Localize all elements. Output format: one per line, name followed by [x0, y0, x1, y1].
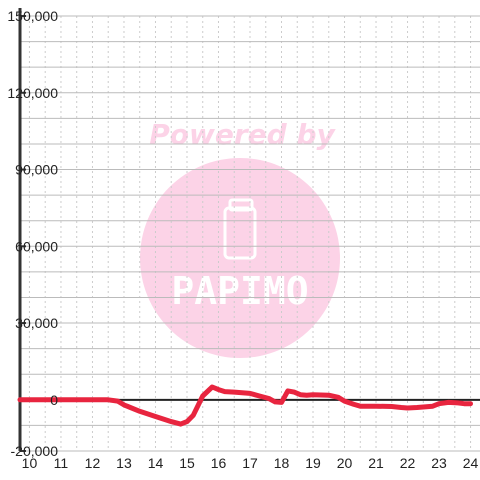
watermark-brand: PAPIMO: [171, 269, 308, 313]
x-tick-label: 17: [242, 455, 258, 471]
x-tick-label: 22: [400, 455, 416, 471]
watermark-text: Powered by: [149, 118, 336, 151]
y-tick-label: 150,000: [7, 8, 58, 24]
phone-icon: [223, 198, 257, 260]
x-tick-label: 16: [211, 455, 227, 471]
x-tick-label: 10: [22, 455, 38, 471]
y-tick-label: 0: [50, 392, 58, 408]
x-tick-label: 20: [337, 455, 353, 471]
x-tick-label: 15: [179, 455, 195, 471]
x-tick-label: 18: [274, 455, 290, 471]
tick-labels: -20,000 0 30,000 60,000 90,000 120,000 150,000…: [7, 8, 478, 471]
x-tick-label: 14: [148, 455, 164, 471]
grid: [20, 15, 480, 452]
y-tick-label: 60,000: [15, 238, 58, 254]
x-tick-label: 23: [431, 455, 447, 471]
y-tick-label: 30,000: [15, 315, 58, 331]
x-tick-label: 21: [368, 455, 384, 471]
x-tick-label: 24: [463, 455, 479, 471]
watermark: Powered by PAPIMO: [140, 118, 340, 358]
x-tick-label: 12: [85, 455, 101, 471]
y-tick-label: 120,000: [7, 85, 58, 101]
series-line: [17, 384, 473, 427]
x-tick-label: 11: [54, 455, 69, 471]
x-tick-label: 19: [305, 455, 321, 471]
y-tick-label: 90,000: [15, 162, 58, 178]
y-tick-label: -20,000: [11, 443, 59, 459]
series-group: [17, 384, 473, 427]
x-tick-label: 13: [116, 455, 132, 471]
